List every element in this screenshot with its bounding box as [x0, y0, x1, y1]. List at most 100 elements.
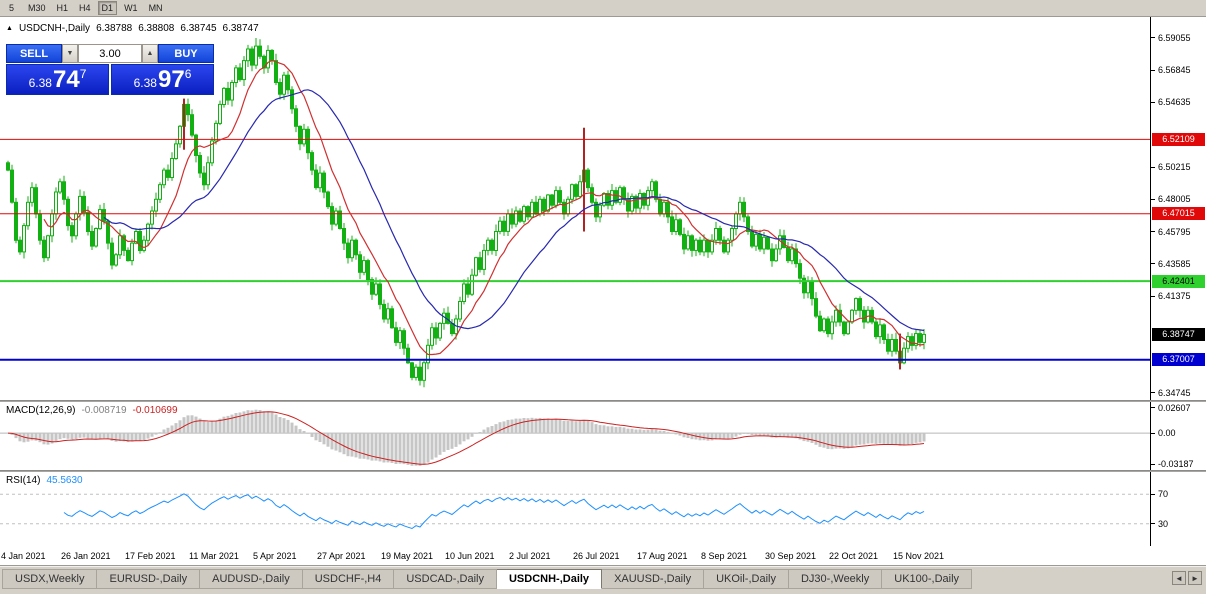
rsi-chart: [0, 493, 1150, 530]
buy-price-prefix: 6.38: [133, 76, 157, 90]
time-tick-label: 19 May 2021: [381, 551, 434, 561]
price-tick-label: 6.50215: [1158, 162, 1191, 172]
one-click-trading-widget: SELL ▼ ▲ BUY 6.38 74 7 6.38 97 6: [6, 44, 214, 95]
rsi-tick-label: 70: [1158, 489, 1169, 500]
ohlc-high: 6.38808: [138, 23, 175, 34]
volume-input[interactable]: [78, 44, 142, 63]
price-tick-label: 6.41375: [1158, 291, 1191, 302]
macd-tick-mark: [1151, 463, 1155, 465]
chart-symbol-label: USDCNH-,Daily: [18, 23, 91, 34]
time-tick-label: 15 Nov 2021: [893, 551, 945, 561]
time-tick-label: 27 Apr 2021: [317, 551, 366, 561]
sell-price-display[interactable]: 6.38 74 7: [6, 64, 109, 95]
timeframe-button-h4[interactable]: H4: [79, 3, 91, 13]
macd-header: MACD(12,26,9) -0.008719 -0.010699: [6, 405, 178, 416]
rsi-value: 45.5630: [46, 475, 83, 486]
chart-window: ▲ USDCNH-,Daily 6.38788 6.38808 6.38745 …: [0, 17, 1206, 547]
time-tick-label: 8 Sep 2021: [701, 551, 748, 561]
time-tick-label: 26 Jan 2021: [61, 551, 111, 561]
macd-panel[interactable]: MACD(12,26,9) -0.008719 -0.010699: [0, 402, 1150, 470]
price-tick-mark: [1151, 37, 1155, 39]
macd-main-value: -0.008719: [81, 405, 127, 416]
tab-scroll-left-button[interactable]: ◄: [1172, 571, 1186, 585]
rsi-tick-mark: [1151, 523, 1155, 525]
price-tick-mark: [1151, 295, 1155, 297]
panel-separator[interactable]: [0, 400, 1206, 402]
price-tick-mark: [1151, 392, 1155, 394]
time-tick-label: 17 Aug 2021: [637, 551, 688, 561]
macd-tick-mark: [1151, 407, 1155, 409]
level-price-badge: 6.37007: [1152, 353, 1205, 367]
time-tick-label: 17 Feb 2021: [125, 551, 176, 561]
sell-price-pips: 74: [52, 66, 80, 93]
price-tick-mark: [1151, 69, 1155, 71]
price-tick-label: 6.54635: [1158, 97, 1191, 108]
macd-chart: [0, 409, 1150, 466]
timeframe-toolbar: 5 M30 H1 H4 D1 W1 MN: [0, 0, 1206, 17]
price-tick-mark: [1151, 101, 1155, 103]
macd-tick-label: 0.02607: [1158, 402, 1191, 413]
volume-increase-button[interactable]: ▲: [142, 44, 158, 63]
time-tick-label: 22 Oct 2021: [829, 551, 879, 561]
price-chart-surface[interactable]: [0, 17, 1150, 400]
sell-button[interactable]: SELL: [6, 44, 62, 63]
price-tick-label: 6.45795: [1158, 226, 1191, 237]
time-tick-label: 30 Sep 2021: [765, 551, 817, 561]
tab-scroll-right-button[interactable]: ►: [1188, 571, 1202, 585]
rsi-tick-label: 30: [1158, 518, 1169, 529]
buy-button[interactable]: BUY: [158, 44, 214, 63]
time-tick-label: 5 Apr 2021: [253, 551, 297, 561]
rsi-axis[interactable]: 70 30: [1150, 472, 1206, 546]
chart-ohlc-header: ▲ USDCNH-,Daily 6.38788 6.38808 6.38745 …: [6, 23, 259, 34]
chart-tab-usdchf-h4[interactable]: USDCHF-,H4: [302, 569, 395, 589]
ohlc-open: 6.38788: [96, 23, 133, 34]
timeframe-button-mn[interactable]: MN: [148, 3, 163, 13]
chart-tab-ukoil-daily[interactable]: UKOil-,Daily: [704, 569, 789, 589]
timeframe-button-h1[interactable]: H1: [56, 3, 69, 13]
candlestick-chart: [0, 38, 1150, 388]
level-price-badge: 6.47015: [1152, 207, 1205, 221]
macd-tick-label: -0.03187: [1158, 459, 1194, 470]
price-tick-label: 6.56845: [1158, 65, 1191, 76]
panel-separator[interactable]: [0, 470, 1206, 472]
time-axis[interactable]: 4 Jan 2021 26 Jan 2021 17 Feb 2021 11 Mar 2…: [0, 546, 1206, 566]
chart-tab-audusd-daily[interactable]: AUDUSD-,Daily: [200, 569, 303, 589]
rsi-header: RSI(14) 45.5630: [6, 475, 83, 486]
ohlc-close: 6.38747: [222, 23, 259, 34]
chart-tab-eurusd-daily[interactable]: EURUSD-,Daily: [97, 569, 201, 589]
price-tick-mark: [1151, 198, 1155, 200]
macd-tick-mark: [1151, 432, 1155, 434]
rsi-panel[interactable]: RSI(14) 45.5630: [0, 472, 1150, 546]
current-price-badge: 6.38747: [1152, 327, 1205, 341]
buy-price-display[interactable]: 6.38 97 6: [111, 64, 214, 95]
timeframe-button-w1[interactable]: W1: [124, 3, 138, 13]
timeframe-button-m30[interactable]: M30: [28, 3, 46, 13]
chart-tabs: USDX,Weekly EURUSD-,Daily AUDUSD-,Daily USD…: [2, 569, 973, 590]
price-tick-mark: [1151, 166, 1155, 168]
price-axis[interactable]: 6.59055 6.56845 6.54635 6.50215 6.48005 6.457…: [1150, 17, 1206, 400]
buy-price-pips: 97: [157, 66, 185, 93]
price-tick-label: 6.43585: [1158, 258, 1191, 269]
time-tick-label: 2 Jul 2021: [509, 551, 551, 561]
chart-tab-usdx-weekly[interactable]: USDX,Weekly: [2, 569, 98, 589]
ohlc-low: 6.38745: [180, 23, 217, 34]
timeframe-button-5[interactable]: 5: [8, 3, 14, 13]
price-tick-mark: [1151, 263, 1155, 265]
price-tick-label: 6.48005: [1158, 194, 1191, 205]
chart-tab-xauusd-daily[interactable]: XAUUSD-,Daily: [602, 569, 705, 589]
sell-price-point: 7: [79, 67, 87, 81]
volume-decrease-button[interactable]: ▼: [62, 44, 78, 63]
chart-tab-bar: USDX,Weekly EURUSD-,Daily AUDUSD-,Daily USD…: [0, 566, 1206, 594]
timeframe-button-d1[interactable]: D1: [97, 1, 118, 15]
macd-tick-label: 0.00: [1158, 428, 1176, 439]
macd-axis[interactable]: 0.02607 0.00 -0.03187: [1150, 402, 1206, 470]
chart-tab-usdcnh-daily[interactable]: USDCNH-,Daily: [496, 569, 603, 589]
chart-tab-usdcad-daily[interactable]: USDCAD-,Daily: [394, 569, 497, 589]
chart-marker-icon: ▲: [6, 25, 13, 32]
rsi-tick-mark: [1151, 493, 1155, 495]
chart-tab-uk100-daily[interactable]: UK100-,Daily: [882, 569, 973, 589]
level-price-badge: 6.42401: [1152, 274, 1205, 288]
chart-tab-dj30-weekly[interactable]: DJ30-,Weekly: [788, 569, 883, 589]
buy-price-point: 6: [184, 67, 192, 81]
price-tick-label: 6.59055: [1158, 32, 1191, 43]
